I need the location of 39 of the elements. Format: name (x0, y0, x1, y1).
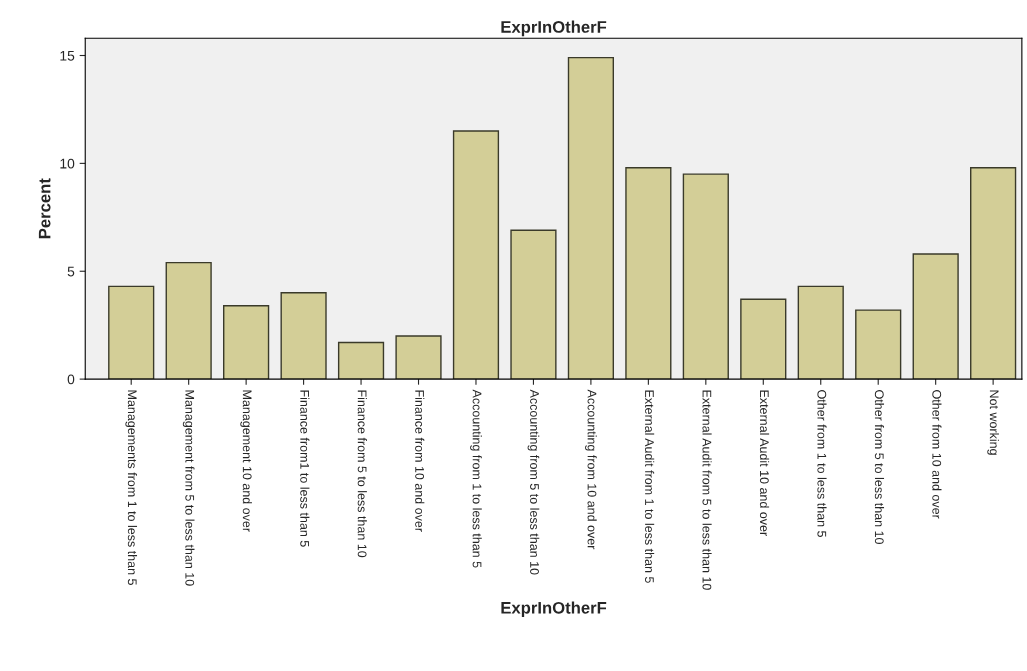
x-tick-label: Other from 10 and over (932, 390, 942, 519)
bar (797, 285, 844, 380)
x-tick-label: Accounting from 10 and over (585, 389, 597, 550)
bar (682, 173, 729, 380)
bar (223, 305, 270, 380)
x-tick-label: Management from 5 to less than 10 (182, 390, 195, 586)
bar (855, 309, 902, 380)
x-tick-label: Other from 1 to less than 5 (817, 390, 827, 537)
y-tick-label: 10 (60, 158, 75, 169)
x-tick-label: Other from 5 to less than 10 (874, 390, 885, 544)
x-tick-label: Accounting from 1 to less than 5 (470, 389, 482, 568)
bar (452, 130, 500, 380)
bar (567, 56, 615, 380)
bar (108, 285, 155, 380)
bar (395, 335, 442, 380)
bar (625, 166, 672, 380)
y-axis-title: Percent (38, 178, 51, 239)
bar (337, 341, 385, 380)
x-tick-label: Managements from 1 to less than 5 (125, 390, 138, 585)
x-tick-label: External Audit from 5 to less than 10 (702, 390, 712, 590)
y-tick-label: 15 (60, 50, 75, 61)
bar (912, 253, 959, 380)
bar (165, 261, 212, 380)
bar (970, 166, 1017, 380)
x-tick-label: Finance from 10 and over (415, 390, 425, 532)
bar (740, 298, 787, 380)
y-tick-label: 0 (67, 374, 75, 385)
chart-title: ExprInOtherF (501, 20, 607, 37)
x-axis-title: ExprInOtherF (501, 601, 607, 617)
x-tick-label: Accounting from 5 to less than 10 (527, 389, 540, 575)
x-tick-label: Finance from1 to less than 5 (300, 390, 310, 547)
bar (280, 292, 327, 380)
x-tick-label: External Audit from 1 to less than 5 (645, 390, 655, 583)
y-tick-label: 5 (67, 266, 75, 277)
x-tick-label: Not working (987, 390, 999, 455)
bar (510, 229, 557, 380)
x-tick-label: Management 10 and over (240, 390, 252, 532)
x-tick-label: External Audit 10 and over (759, 390, 770, 536)
x-tick-label: Finance from 5 to less than 10 (357, 390, 367, 558)
